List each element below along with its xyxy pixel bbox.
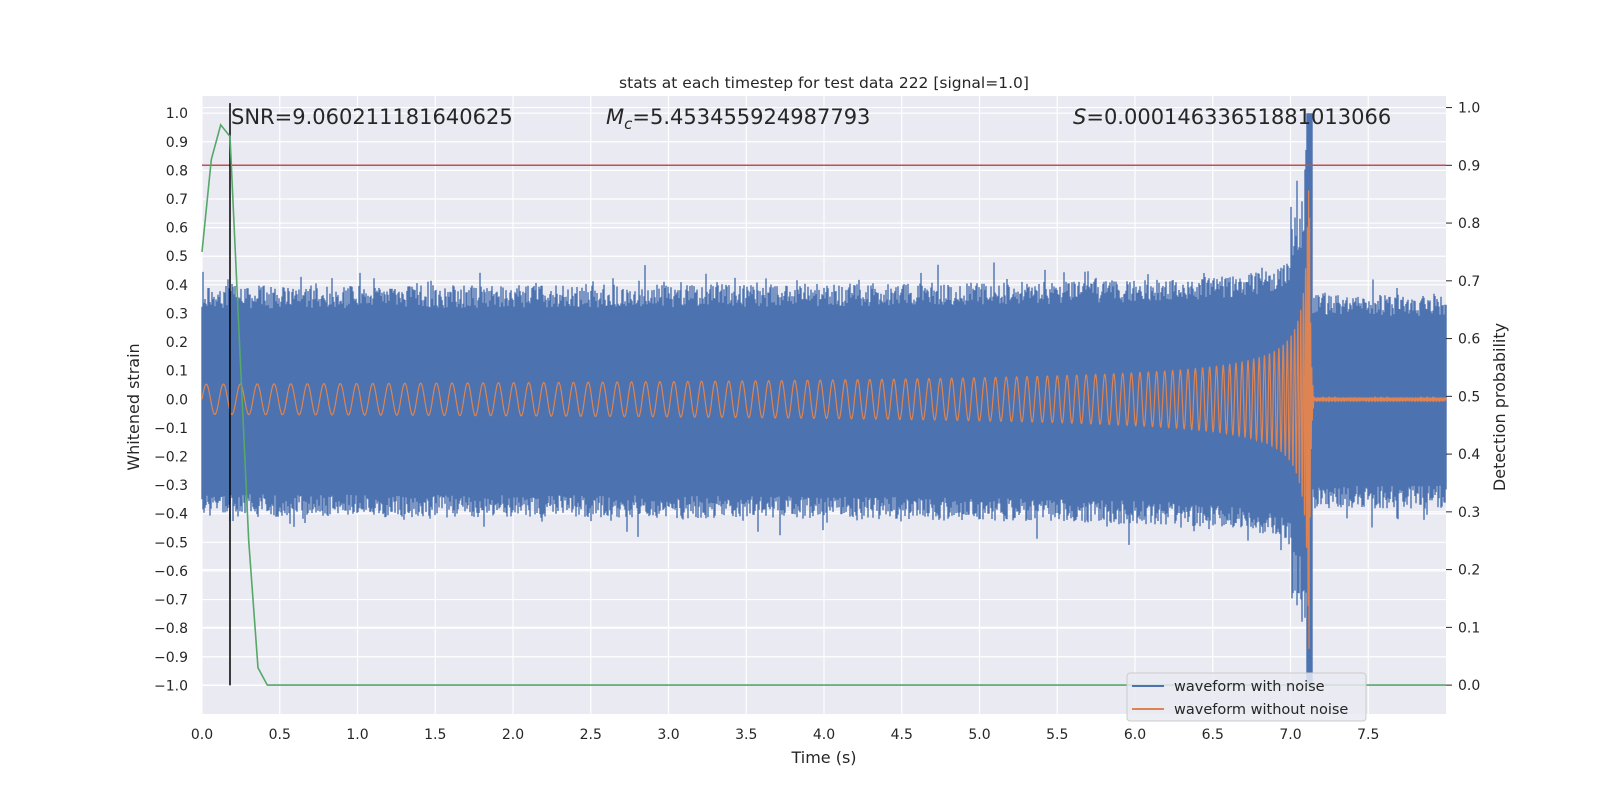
x-tick-label-14: 7.0: [1279, 727, 1301, 743]
x-tick-label-6: 3.0: [657, 727, 679, 743]
x-tick-label-7: 3.5: [735, 727, 757, 743]
chirp-mass-value: =5.453455924987793: [632, 105, 870, 129]
x-axis-label: Time (s): [790, 748, 856, 767]
y-left-tick-label-20: −1.0: [154, 678, 188, 694]
y-left-tick-label-18: −0.8: [154, 621, 188, 637]
x-tick-label-11: 5.5: [1046, 727, 1068, 743]
y-left-tick-label-0: 1.0: [166, 106, 188, 122]
y-left-tick-label-3: 0.7: [166, 192, 188, 208]
s-value: =0.00014633651881013066: [1086, 105, 1391, 129]
legend-label-noise: waveform with noise: [1174, 679, 1325, 695]
y-right-tick-label-4: 0.6: [1458, 332, 1480, 348]
x-tick-label-13: 6.5: [1202, 727, 1224, 743]
x-tick-label-5: 2.5: [580, 727, 602, 743]
x-tick-label-4: 2.0: [502, 727, 524, 743]
x-tick-label-10: 5.0: [968, 727, 990, 743]
x-tick-label-15: 7.5: [1357, 727, 1379, 743]
y-right-tick-label-6: 0.4: [1458, 447, 1480, 463]
annotation-s-statistic: S=0.00014633651881013066: [1073, 105, 1391, 129]
y-right-tick-label-3: 0.7: [1458, 274, 1480, 290]
y-left-tick-label-10: 0.0: [166, 392, 188, 408]
annotation-chirp-mass: Mc=5.453455924987793: [606, 105, 870, 133]
y-right-tick-label-0: 1.0: [1458, 101, 1480, 117]
y-right-tick-label-5: 0.5: [1458, 389, 1480, 405]
s-symbol: S: [1073, 105, 1086, 129]
x-tick-label-0: 0.0: [191, 727, 213, 743]
y-right-tick-label-8: 0.2: [1458, 563, 1480, 579]
chirp-mass-symbol: M: [606, 105, 624, 129]
chart-title: stats at each timestep for test data 222…: [619, 74, 1029, 92]
x-tick-label-3: 1.5: [424, 727, 446, 743]
x-tick-label-1: 0.5: [269, 727, 291, 743]
annotation-snr: SNR=9.060211181640625: [231, 105, 513, 129]
y-left-tick-label-2: 0.8: [166, 163, 188, 179]
y-left-tick-label-16: −0.6: [154, 564, 188, 580]
y-right-tick-label-7: 0.3: [1458, 505, 1480, 521]
x-tick-label-8: 4.0: [813, 727, 835, 743]
overlay-lines: [201, 103, 1446, 686]
y-right-tick-label-9: 0.1: [1458, 620, 1480, 636]
y-right-tick-label-1: 0.9: [1458, 158, 1480, 174]
y-left-axis-ticks: 1.0 0.9 0.8 0.7 0.6 0.5 0.4 0.3 0.2 0.1 0.0 −0.1 −0.…: [154, 106, 188, 694]
x-tick-label-12: 6.0: [1124, 727, 1146, 743]
y-right-tick-label-10: 0.0: [1458, 678, 1480, 694]
y-left-tick-label-15: −0.5: [154, 535, 188, 551]
y-left-tick-label-4: 0.6: [166, 221, 188, 237]
x-tick-label-2: 1.0: [346, 727, 368, 743]
y-left-tick-label-12: −0.2: [154, 450, 188, 466]
y-right-axis-label: Detection probability: [1490, 323, 1509, 491]
y-right-tick-label-2: 0.8: [1458, 216, 1480, 232]
y-left-tick-label-11: −0.1: [154, 421, 188, 437]
y-right-axis-ticks: 1.0 0.9 0.8 0.7 0.6 0.5 0.4 0.3 0.2 0.1 0.0: [1446, 101, 1480, 694]
series-waveform-without-noise: [201, 190, 1447, 649]
legend-box: [1126, 672, 1367, 722]
x-axis-ticks: 0.0 0.5 1.0 1.5 2.0 2.5 3.0 3.5 4.0 4.5 5.0 5.5 6.0 6…: [191, 727, 1380, 743]
y-left-tick-label-13: −0.3: [154, 478, 188, 494]
line-waveform-without-noise: [201, 190, 1447, 649]
y-left-tick-label-19: −0.9: [154, 650, 188, 666]
y-left-tick-label-7: 0.3: [166, 306, 188, 322]
y-left-tick-label-14: −0.4: [154, 507, 188, 523]
y-left-tick-label-5: 0.5: [166, 249, 188, 265]
chirp-mass-subscript: c: [624, 115, 633, 133]
y-left-tick-label-8: 0.2: [166, 335, 188, 351]
y-left-tick-label-9: 0.1: [166, 364, 188, 380]
y-left-axis-label: Whitened strain: [124, 343, 143, 470]
legend-label-clean: waveform without noise: [1174, 702, 1348, 718]
legend: waveform with noise waveform without noi…: [1126, 672, 1367, 722]
x-tick-label-9: 4.5: [891, 727, 913, 743]
y-left-tick-label-17: −0.7: [154, 593, 188, 609]
y-left-tick-label-6: 0.4: [166, 278, 188, 294]
line-detection-probability: [201, 123, 1446, 686]
y-left-tick-label-1: 0.9: [166, 135, 188, 151]
